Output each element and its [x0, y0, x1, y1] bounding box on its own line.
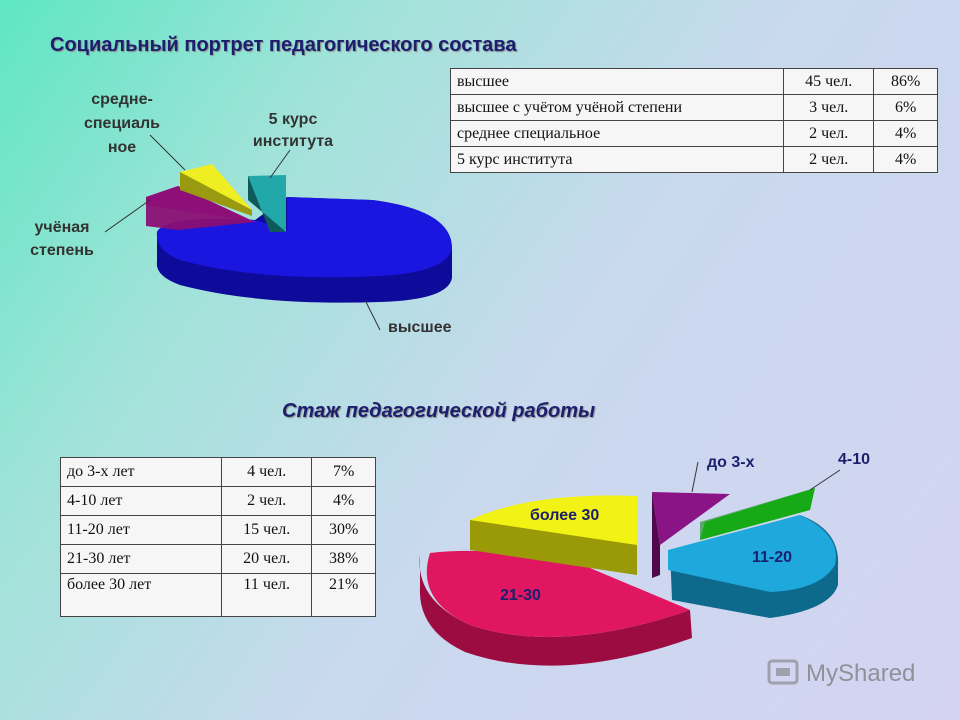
- table-row: 5 курс института 2 чел. 4%: [450, 146, 938, 173]
- table-cell: 5 курс института: [450, 146, 784, 173]
- leader-line: [269, 149, 291, 179]
- table-cell: 4%: [873, 120, 938, 147]
- leader-line: [809, 469, 841, 491]
- chart-title-social: Социальный портрет педагогического соста…: [50, 34, 517, 56]
- label-srednee-3: ное: [108, 139, 136, 156]
- table-row: до 3-х лет 4 чел. 7%: [60, 457, 376, 487]
- table-cell: 7%: [311, 457, 376, 487]
- table-row: 4-10 лет 2 чел. 4%: [60, 486, 376, 516]
- pie-slice-vysshee: [156, 197, 452, 278]
- leader-line: [691, 461, 699, 493]
- label-uchenaya-2: степень: [30, 242, 94, 259]
- pie-slice-kurs5: [248, 175, 286, 232]
- table-row: высшее с учётом учёной степени 3 чел. 6%: [450, 94, 938, 121]
- pie-experience: до 3-х 4-10 11-20 21-30 более 30: [419, 451, 870, 666]
- label-srednee-1: средне-: [91, 91, 153, 108]
- mysh-logo-icon: [767, 659, 799, 685]
- table-cell: среднее специальное: [450, 120, 784, 147]
- table-row: 11-20 лет 15 чел. 30%: [60, 515, 376, 545]
- label-srednee-2: специаль: [84, 115, 160, 132]
- table-cell: более 30 лет: [60, 573, 222, 617]
- pie-slice-21-30: [426, 550, 690, 637]
- table-cell: 11-20 лет: [60, 515, 222, 545]
- table-cell: 2 чел.: [220, 486, 313, 516]
- watermark-text: MyShared: [806, 660, 916, 687]
- pie-slice-uchenaya-side: [146, 186, 255, 230]
- table-cell: 30%: [311, 515, 376, 545]
- leader-line: [364, 299, 381, 331]
- table-cell: 86%: [873, 68, 938, 95]
- table-cell: 4%: [873, 146, 938, 173]
- pie-slice-srednee-side: [180, 172, 252, 216]
- leader-line: [104, 199, 151, 233]
- pie-slice-11-20: [668, 515, 836, 592]
- table-cell: 2 чел.: [782, 146, 875, 173]
- pie-slice-kurs5-side: [248, 176, 286, 232]
- label-vysshee: высшее: [388, 319, 452, 336]
- table-row: высшее 45 чел. 86%: [450, 68, 938, 95]
- label-11-20: 11-20: [752, 549, 792, 566]
- pie-slice-4-10-side: [700, 488, 815, 540]
- label-bolee30: более 30: [530, 507, 599, 524]
- table-cell: 21-30 лет: [60, 544, 222, 574]
- table-cell: 11 чел.: [220, 573, 313, 617]
- table-row: более 30 лет 11 чел. 21%: [60, 573, 376, 617]
- table-cell: 45 чел.: [782, 68, 875, 95]
- table-cell: 38%: [311, 544, 376, 574]
- table-cell: 2 чел.: [782, 120, 875, 147]
- leader-line: [149, 134, 186, 171]
- pie-slice-21-30-side: [419, 555, 692, 666]
- table-cell: 3 чел.: [782, 94, 875, 121]
- table-experience: до 3-х лет 4 чел. 7% 4-10 лет 2 чел. 4% …: [60, 457, 376, 617]
- pie-slice-do3: [652, 492, 730, 545]
- table-cell: 6%: [873, 94, 938, 121]
- label-kurs5-1: 5 курс: [269, 111, 318, 128]
- pie-education: средне- специаль ное 5 курс института уч…: [30, 91, 452, 336]
- table-education: высшее 45 чел. 86% высшее с учётом учёно…: [450, 68, 938, 173]
- table-cell: до 3-х лет: [60, 457, 222, 487]
- label-21-30: 21-30: [500, 587, 541, 604]
- label-kurs5-2: института: [253, 133, 333, 150]
- table-cell: высшее: [450, 68, 784, 95]
- pie-slice-do3-side: [652, 492, 660, 578]
- table-cell: 21%: [311, 573, 376, 617]
- chart-title-experience: Стаж педагогической работы: [282, 400, 596, 422]
- table-cell: 15 чел.: [220, 515, 313, 545]
- table-row: среднее специальное 2 чел. 4%: [450, 120, 938, 147]
- table-cell: высшее с учётом учёной степени: [450, 94, 784, 121]
- pie-slice-bolee30-side: [470, 520, 637, 575]
- label-do3: до 3-х: [707, 454, 755, 471]
- label-4-10: 4-10: [838, 451, 870, 468]
- pie-slice-srednee: [180, 164, 252, 210]
- label-uchenaya-1: учёная: [35, 219, 90, 236]
